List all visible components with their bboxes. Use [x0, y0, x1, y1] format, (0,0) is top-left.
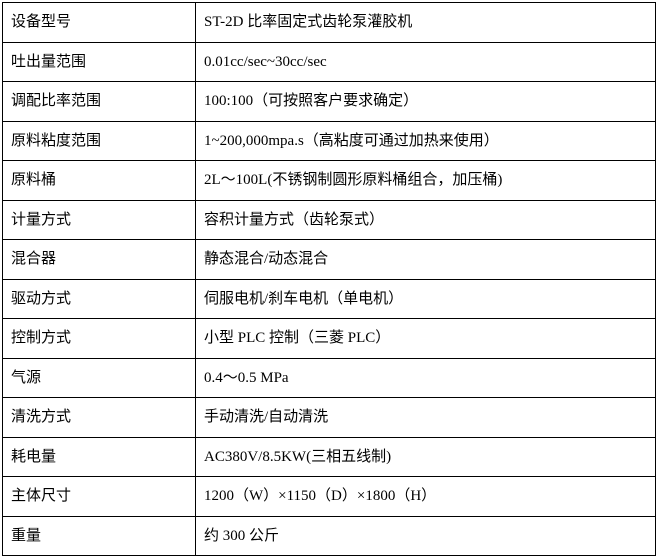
spec-label: 吐出量范围 [2, 41, 196, 82]
spec-value: 手动清洗/自动清洗 [195, 397, 656, 438]
table-row: 设备型号 ST-2D 比率固定式齿轮泵灌胶机 [2, 2, 656, 43]
spec-value: 1~200,000mpa.s（高粘度可通过加热来使用） [195, 120, 656, 161]
spec-label: 耗电量 [2, 436, 196, 477]
spec-value: 伺服电机/刹车电机（单电机） [195, 278, 656, 319]
table-row: 原料桶 2L～100L(不锈钢制圆形原料桶组合，加压桶) [2, 160, 656, 201]
table-row: 调配比率范围 100:100（可按照客户要求确定） [2, 81, 656, 122]
spec-label: 设备型号 [2, 2, 196, 43]
table-row: 气源 0.4～0.5 MPa [2, 357, 656, 398]
spec-label: 气源 [2, 357, 196, 398]
spec-label: 混合器 [2, 239, 196, 280]
spec-value: 小型 PLC 控制（三菱 PLC） [195, 318, 656, 359]
table-row: 控制方式 小型 PLC 控制（三菱 PLC） [2, 318, 656, 359]
spec-value: 静态混合/动态混合 [195, 239, 656, 280]
spec-value: 约 300 公斤 [195, 515, 656, 556]
spec-label: 计量方式 [2, 199, 196, 240]
table-row: 驱动方式 伺服电机/刹车电机（单电机） [2, 278, 656, 319]
table-row: 原料粘度范围 1~200,000mpa.s（高粘度可通过加热来使用） [2, 120, 656, 161]
table-row: 计量方式 容积计量方式（齿轮泵式） [2, 199, 656, 240]
spec-value: 0.4～0.5 MPa [195, 357, 656, 398]
table-row: 清洗方式 手动清洗/自动清洗 [2, 397, 656, 438]
spec-label: 控制方式 [2, 318, 196, 359]
spec-value: 100:100（可按照客户要求确定） [195, 81, 656, 122]
table-row: 耗电量 AC380V/8.5KW(三相五线制) [2, 436, 656, 477]
spec-value: 1200（W）×1150（D）×1800（H） [195, 476, 656, 517]
table-row: 吐出量范围 0.01cc/sec~30cc/sec [2, 41, 656, 82]
spec-value: 容积计量方式（齿轮泵式） [195, 199, 656, 240]
spec-label: 调配比率范围 [2, 81, 196, 122]
table-row: 混合器 静态混合/动态混合 [2, 239, 656, 280]
spec-label: 驱动方式 [2, 278, 196, 319]
spec-value: AC380V/8.5KW(三相五线制) [195, 436, 656, 477]
spec-value: 2L～100L(不锈钢制圆形原料桶组合，加压桶) [195, 160, 656, 201]
spec-label: 原料粘度范围 [2, 120, 196, 161]
spec-value: 0.01cc/sec~30cc/sec [195, 41, 656, 82]
spec-value: ST-2D 比率固定式齿轮泵灌胶机 [195, 2, 656, 43]
spec-label: 主体尺寸 [2, 476, 196, 517]
table-row: 主体尺寸 1200（W）×1150（D）×1800（H） [2, 476, 656, 517]
spec-label: 重量 [2, 515, 196, 556]
table-row: 重量约 300 公斤 [2, 515, 656, 556]
spec-label: 清洗方式 [2, 397, 196, 438]
spec-label: 原料桶 [2, 160, 196, 201]
